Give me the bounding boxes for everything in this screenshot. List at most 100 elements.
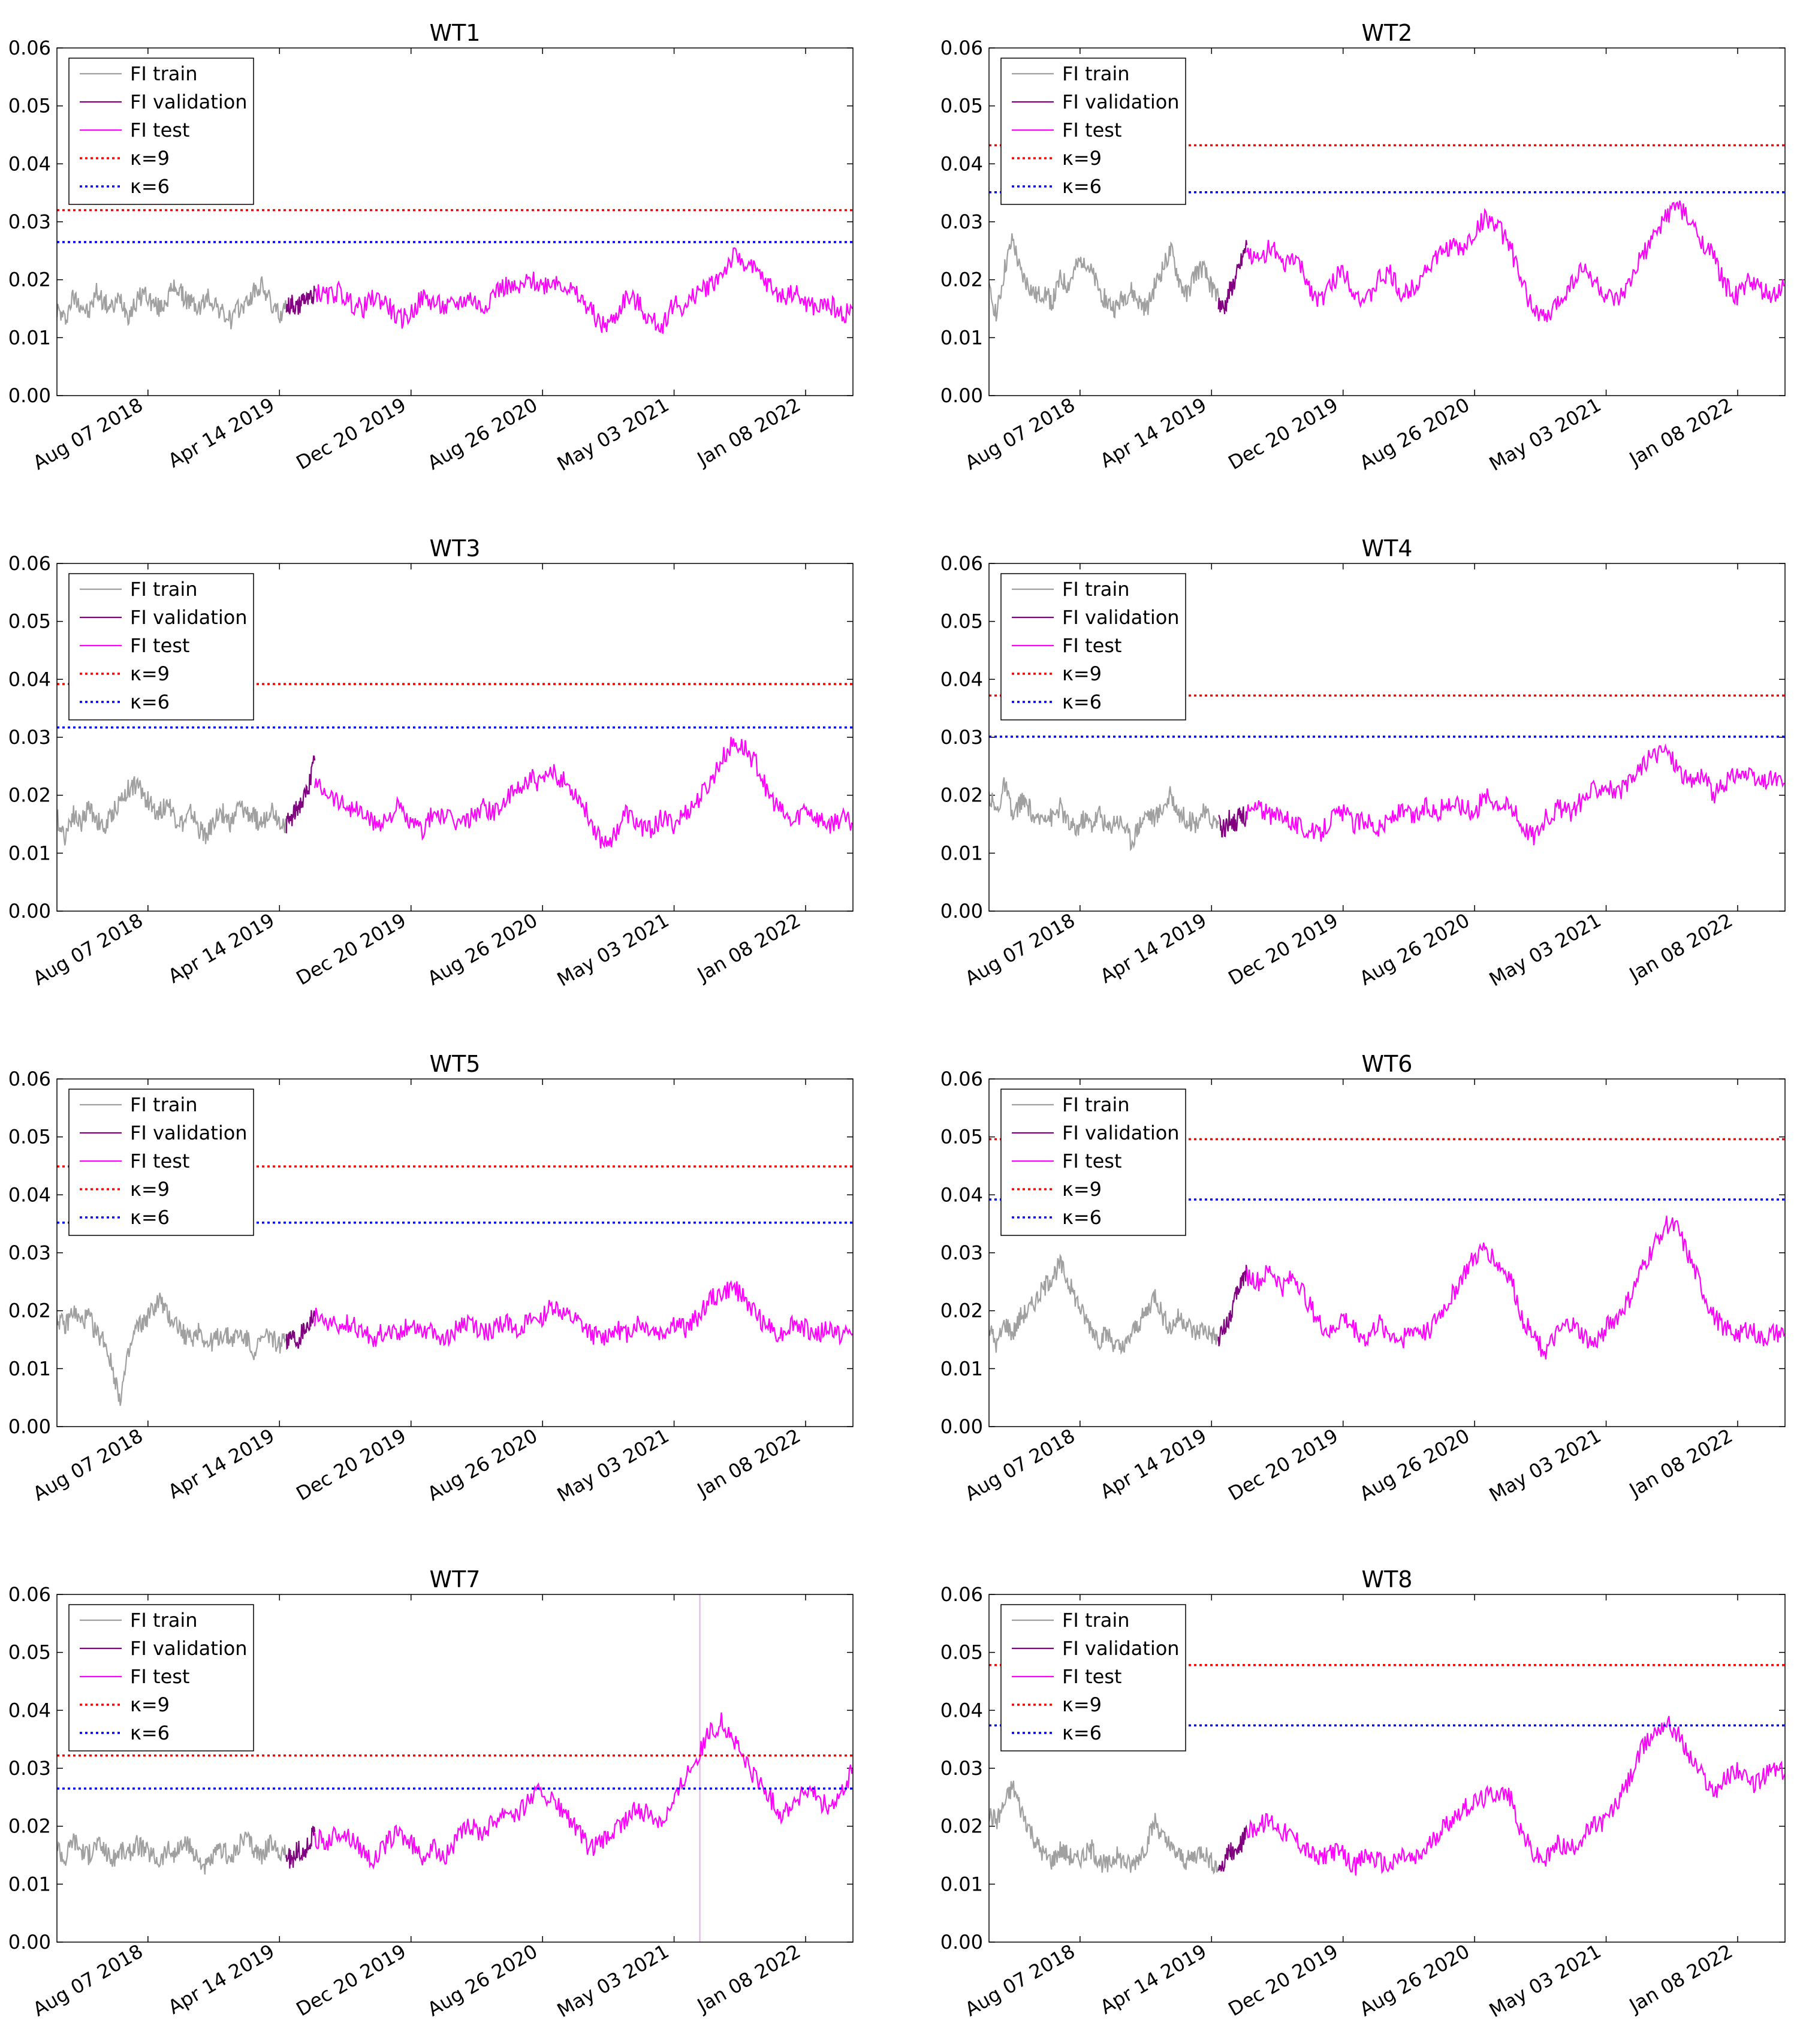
- legend-label: κ=6: [1062, 691, 1102, 713]
- y-tick-label: 0.04: [940, 1183, 983, 1206]
- legend-box: [1000, 58, 1186, 205]
- x-tick-label: May 03 2021: [553, 393, 673, 475]
- y-tick-label: 0.00: [940, 1931, 983, 1953]
- x-tick-label: May 03 2021: [553, 909, 673, 991]
- plot-area: [989, 1664, 1785, 1876]
- chart-title: WT3: [430, 535, 481, 562]
- chart-title: WT8: [1362, 1566, 1413, 1593]
- x-tick-label: Aug 26 2020: [1356, 1940, 1474, 2021]
- y-tick-label: 0.06: [8, 1583, 51, 1606]
- y-tick-label: 0.03: [8, 1241, 51, 1264]
- x-tick-label: Apr 14 2019: [1096, 909, 1210, 988]
- y-tick-label: 0.04: [940, 1699, 983, 1722]
- chart-title: WT1: [430, 20, 481, 46]
- plot-area: [989, 1138, 1785, 1359]
- legend-label: FI test: [1062, 1665, 1121, 1688]
- legend-label: FI validation: [1062, 606, 1180, 629]
- y-tick-label: 0.00: [8, 900, 51, 922]
- y-tick-label: 0.06: [8, 37, 51, 59]
- legend-label: FI train: [130, 1609, 198, 1632]
- series-line-fi-validation: [285, 285, 316, 315]
- y-tick-label: 0.05: [8, 1641, 51, 1664]
- y-tick-label: 0.01: [8, 1357, 51, 1380]
- x-tick-label: Jan 08 2022: [1624, 1940, 1736, 2018]
- axes-frame: [56, 1594, 854, 1943]
- series-line-fi-test: [1246, 200, 1785, 322]
- y-tick-label: 0.00: [8, 384, 51, 407]
- legend-label: FI test: [130, 634, 189, 657]
- legend-label: κ=6: [1062, 1206, 1102, 1229]
- y-tick-label: 0.01: [8, 1873, 51, 1895]
- y-tick-label: 0.05: [8, 95, 51, 117]
- plot-area: [57, 683, 853, 849]
- x-tick-label: Aug 26 2020: [1356, 393, 1474, 474]
- plot-area: [57, 209, 853, 334]
- axes-frame: [988, 1594, 1786, 1943]
- y-tick-label: 0.02: [8, 1815, 51, 1838]
- legend-label: FI test: [1062, 119, 1121, 141]
- legend-label: FI validation: [1062, 1637, 1180, 1660]
- legend: FI train FI validation FI test κ=9 κ=6: [68, 573, 254, 720]
- series-line-fi-test: [314, 1280, 853, 1347]
- legend-label: FI train: [130, 578, 198, 601]
- y-tick-label: 0.02: [940, 1300, 983, 1322]
- y-tick-label: 0.05: [940, 1641, 983, 1664]
- legend-label: FI validation: [130, 91, 248, 113]
- y-tick-label: 0.04: [940, 152, 983, 175]
- legend-label: FI test: [130, 1150, 189, 1172]
- x-tick-label: Apr 14 2019: [164, 909, 278, 988]
- series-line-fi-validation: [285, 755, 316, 834]
- y-tick-label: 0.06: [8, 552, 51, 575]
- y-tick-label: 0.03: [940, 1241, 983, 1264]
- series-line-fi-test: [314, 737, 853, 849]
- x-tick-label: May 03 2021: [553, 1424, 673, 1506]
- y-tick-label: 0.02: [8, 784, 51, 807]
- y-tick-label: 0.06: [940, 37, 983, 59]
- y-tick-label: 0.00: [8, 1415, 51, 1438]
- series-line-fi-validation: [1217, 1824, 1248, 1872]
- series-line-fi-train: [989, 233, 1219, 322]
- y-tick-label: 0.03: [8, 1757, 51, 1780]
- x-tick-label: Dec 20 2019: [293, 393, 410, 474]
- legend-label: FI validation: [1062, 1122, 1180, 1144]
- legend-label: FI validation: [1062, 91, 1180, 113]
- legend-label: κ=6: [130, 1206, 170, 1229]
- legend: FI train FI validation FI test κ=9 κ=6: [1000, 58, 1186, 205]
- legend: FI train FI validation FI test κ=9 κ=6: [1000, 573, 1186, 720]
- y-tick-label: 0.05: [8, 610, 51, 633]
- y-tick-label: 0.05: [940, 1126, 983, 1148]
- legend-label: κ=9: [1062, 147, 1102, 170]
- series-line-fi-validation: [285, 1310, 316, 1350]
- legend-label: κ=9: [130, 1178, 170, 1201]
- chart-title: WT7: [430, 1566, 481, 1593]
- legend-box: [68, 573, 254, 720]
- y-tick-label: 0.03: [940, 1757, 983, 1780]
- legend-label: κ=9: [1062, 1178, 1102, 1201]
- y-tick-label: 0.01: [8, 842, 51, 864]
- axes-frame: [56, 1078, 854, 1427]
- legend-label: FI test: [1062, 1150, 1121, 1172]
- legend-label: FI test: [1062, 634, 1121, 657]
- x-tick-label: May 03 2021: [1485, 393, 1605, 475]
- x-tick-label: Jan 08 2022: [1624, 393, 1736, 471]
- axes-frame: [988, 1078, 1786, 1427]
- y-tick-label: 0.03: [8, 210, 51, 233]
- x-tick-label: Aug 26 2020: [1356, 909, 1474, 990]
- series-line-fi-train: [57, 776, 287, 846]
- legend-box: [1000, 573, 1186, 720]
- y-tick-label: 0.06: [940, 1068, 983, 1090]
- y-tick-label: 0.01: [940, 1873, 983, 1895]
- axes-frame: [988, 563, 1786, 912]
- x-tick-label: Aug 26 2020: [424, 909, 542, 990]
- legend-label: κ=6: [130, 691, 170, 713]
- series-line-fi-train: [57, 1292, 287, 1406]
- x-tick-label: Apr 14 2019: [164, 1424, 278, 1503]
- y-tick-label: 0.06: [940, 1583, 983, 1606]
- series-line-fi-test: [1246, 1716, 1785, 1876]
